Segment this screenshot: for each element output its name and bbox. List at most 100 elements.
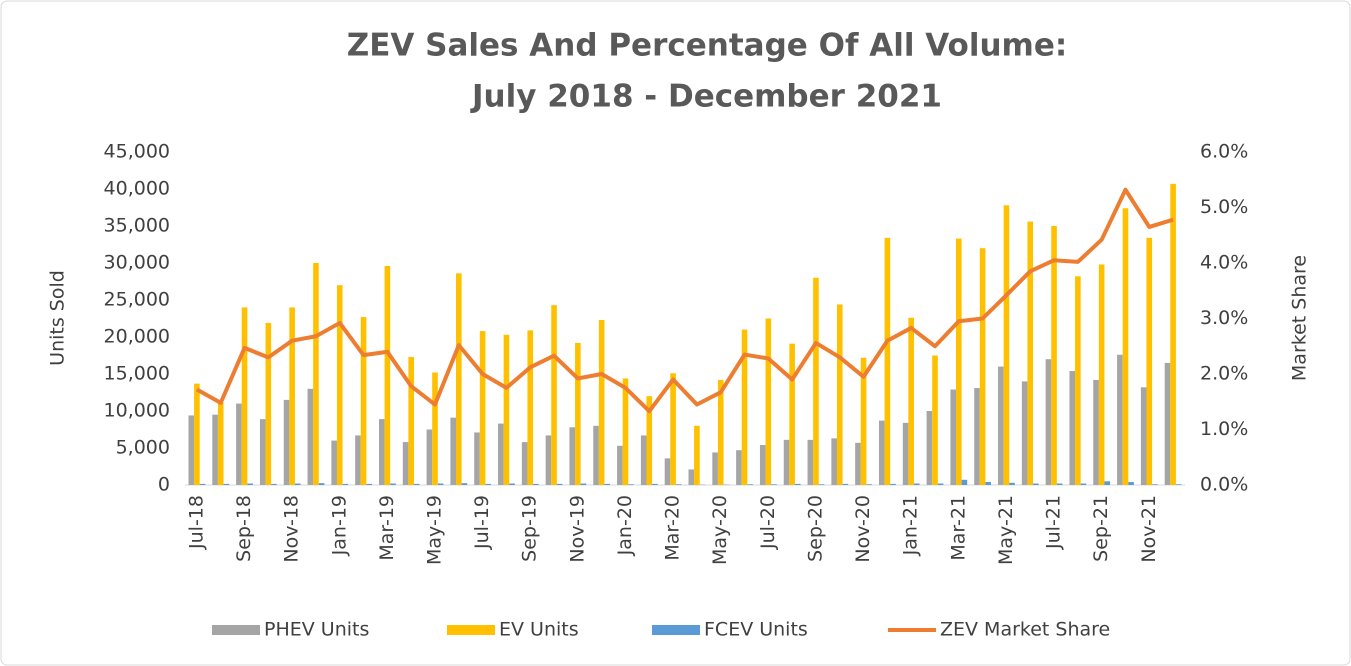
bar (527, 330, 534, 485)
x-tick-label: Nov-18 (281, 495, 303, 563)
x-tick-label: Sep-18 (233, 495, 255, 562)
bar (533, 483, 539, 485)
bar (759, 445, 766, 485)
x-tick-label: Jan-21 (900, 495, 922, 556)
bar (932, 355, 938, 485)
bar (908, 317, 914, 485)
bar (199, 483, 206, 485)
y2-tick-label: 6.0% (1200, 141, 1248, 163)
bar (974, 388, 980, 485)
bar (432, 372, 438, 485)
bar (783, 439, 790, 485)
x-tick-label: Jul-20 (757, 495, 779, 550)
legend-swatch (212, 625, 260, 635)
bar (236, 403, 242, 485)
x-tick-label: May-20 (709, 495, 731, 565)
line (195, 187, 1174, 414)
bar (664, 458, 671, 485)
bar (771, 484, 777, 485)
bar (913, 483, 920, 485)
bar (628, 484, 634, 485)
bar (1045, 359, 1052, 485)
chart-title: July 2018 - December 2021 (470, 79, 942, 115)
y2-tick-label: 5.0% (1200, 196, 1248, 218)
bar (498, 423, 504, 485)
bar (342, 483, 349, 485)
legend-swatch (652, 625, 700, 635)
bar (598, 319, 605, 485)
y2-tick-label: 1.0% (1200, 418, 1248, 440)
bar (217, 402, 224, 485)
bar (1027, 221, 1034, 485)
bar (1152, 484, 1158, 485)
bar (307, 388, 314, 485)
bar (1093, 379, 1099, 485)
bar (604, 483, 611, 485)
bar (688, 469, 695, 485)
x-tick-label: Sep-20 (804, 495, 826, 562)
bar (937, 483, 944, 485)
bar (1128, 482, 1134, 485)
bar (289, 307, 295, 485)
bar (474, 432, 480, 485)
x-tick-label: Jan-19 (328, 495, 350, 556)
x-tick-label: Jul-18 (185, 495, 207, 550)
chart-title: ZEV Sales And Percentage Of All Volume: (347, 28, 1068, 64)
bar (1164, 362, 1171, 485)
bar (1009, 482, 1015, 485)
bar (890, 483, 896, 485)
bar (265, 322, 272, 485)
y-tick-label: 15,000 (104, 363, 170, 385)
bar (1175, 484, 1182, 485)
bar (950, 389, 957, 485)
bar (479, 331, 486, 485)
bar (426, 429, 433, 485)
bar (575, 342, 581, 485)
bar (1146, 237, 1153, 485)
legend-label: FCEV Units (704, 619, 808, 641)
bar (241, 307, 248, 485)
bar (545, 435, 552, 485)
bar (794, 483, 801, 485)
y-tick-label: 30,000 (104, 252, 170, 274)
bar (831, 438, 837, 485)
x-tick-label: Mar-21 (947, 495, 969, 561)
legend-swatch (447, 625, 495, 635)
bar (1051, 226, 1057, 485)
bar (789, 343, 795, 485)
bar (675, 484, 682, 485)
bar (551, 305, 557, 485)
bar (884, 237, 891, 485)
bar (1122, 208, 1129, 486)
legend-label: PHEV Units (264, 619, 369, 641)
bar (652, 483, 658, 485)
bar (194, 383, 200, 485)
bar (461, 483, 468, 485)
bar (503, 334, 510, 485)
bar (1098, 264, 1105, 485)
y-tick-label: 20,000 (104, 326, 170, 348)
y2-tick-label: 3.0% (1200, 307, 1248, 329)
bar (902, 422, 909, 485)
bar (360, 317, 367, 485)
bar (1170, 183, 1176, 485)
bar (355, 435, 361, 485)
bar (1075, 276, 1081, 485)
bar (818, 484, 825, 485)
bar (747, 484, 753, 485)
bar (617, 445, 623, 485)
bar (450, 417, 457, 485)
x-tick-label: Mar-19 (376, 495, 398, 561)
x-tick-label: Sep-21 (1090, 495, 1112, 562)
bar (580, 483, 587, 485)
bar (855, 442, 861, 485)
bar (509, 483, 515, 485)
y-tick-label: 45,000 (104, 141, 170, 163)
legend-label: EV Units (499, 619, 579, 641)
x-tick-label: Jan-20 (614, 495, 636, 556)
bar (1056, 483, 1063, 485)
bar (961, 479, 968, 485)
bar (437, 483, 444, 485)
bar (712, 452, 718, 485)
